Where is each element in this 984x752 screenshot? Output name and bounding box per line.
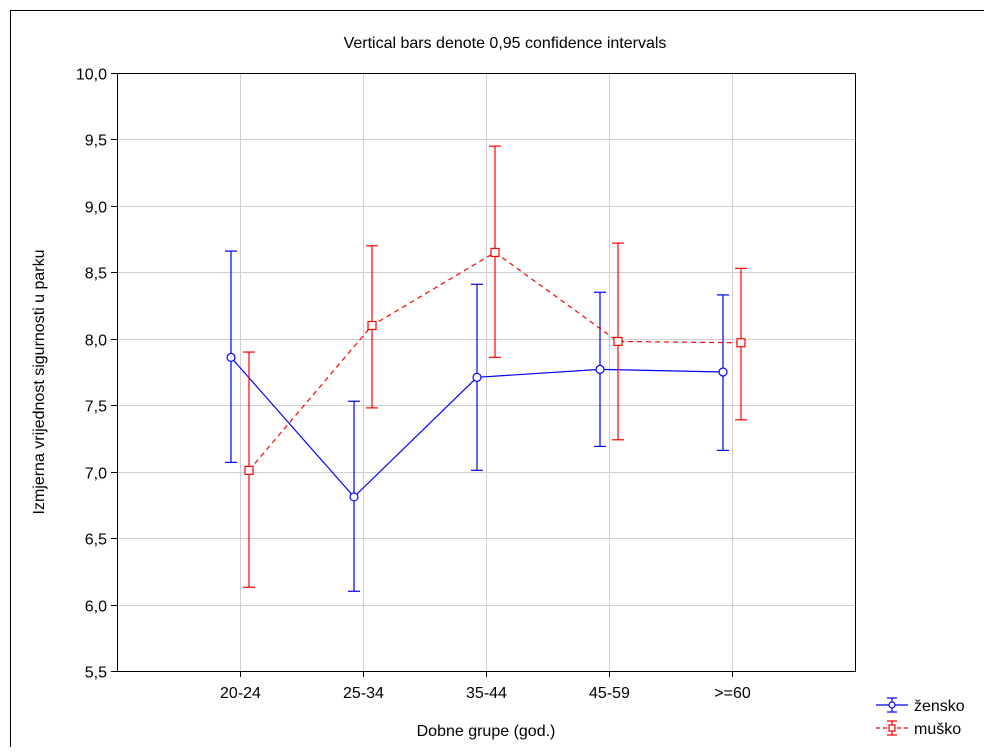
data-point	[368, 321, 376, 329]
y-tick-label: 5,5	[85, 665, 107, 682]
y-tick-label: 8,5	[85, 266, 107, 283]
legend-marker	[889, 702, 895, 708]
data-point	[473, 373, 481, 381]
data-point	[227, 353, 235, 361]
data-point	[491, 248, 499, 256]
x-tick-label: 35-44	[466, 685, 507, 702]
y-tick-label: 6,0	[85, 599, 107, 616]
y-tick-label: 6,5	[85, 532, 107, 549]
y-tick-label: 7,0	[85, 466, 107, 483]
data-point	[245, 466, 253, 474]
legend-label: muško	[914, 721, 961, 738]
y-tick-label: 7,5	[85, 399, 107, 416]
x-tick-label: 25-34	[343, 685, 384, 702]
data-point	[719, 368, 727, 376]
y-axis-label: Izmjerna vrijednost sigurnosti u parku	[31, 249, 48, 514]
x-tick-label: 45-59	[589, 685, 630, 702]
data-point	[596, 365, 604, 373]
y-tick-label: 9,5	[85, 133, 107, 150]
x-axis-label: Dobne grupe (god.)	[417, 723, 556, 740]
data-point	[350, 493, 358, 501]
legend-marker	[889, 725, 895, 731]
chart-title: Vertical bars denote 0,95 confidence int…	[344, 35, 667, 52]
legend-label: žensko	[914, 698, 965, 715]
x-tick-label: >=60	[714, 685, 751, 702]
y-tick-label: 9,0	[85, 200, 107, 217]
data-point	[737, 339, 745, 347]
x-tick-label: 20-24	[220, 685, 261, 702]
y-tick-label: 10,0	[76, 67, 107, 84]
figure-border	[11, 11, 984, 748]
data-point	[614, 337, 622, 345]
y-tick-label: 8,0	[85, 333, 107, 350]
